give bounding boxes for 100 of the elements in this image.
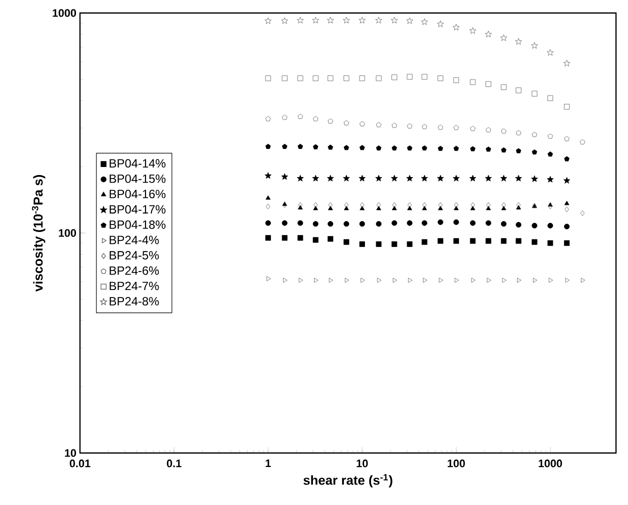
point (265, 116, 271, 122)
point (532, 132, 538, 137)
point (470, 146, 476, 152)
point (486, 146, 492, 152)
point (516, 238, 522, 244)
y-tick-label: 100 (58, 229, 76, 237)
point (392, 241, 398, 247)
point (453, 238, 459, 244)
point (298, 144, 303, 149)
point (359, 241, 365, 247)
point (453, 77, 459, 83)
point (314, 278, 318, 283)
point (471, 278, 476, 283)
point (422, 145, 428, 150)
point (533, 278, 538, 283)
point (515, 38, 522, 45)
point (454, 146, 459, 151)
point (532, 149, 538, 154)
point (500, 84, 507, 90)
x-tick-label: 100 (448, 460, 465, 468)
legend-label: BP04-14% (110, 159, 166, 168)
point (500, 34, 508, 41)
legend-label: BP04-18% (110, 220, 166, 229)
point (470, 202, 475, 208)
point (564, 240, 570, 246)
point (486, 238, 492, 244)
point (376, 145, 382, 150)
point (265, 220, 271, 226)
point (376, 75, 382, 82)
point (470, 126, 476, 131)
point (298, 75, 304, 82)
point (266, 204, 270, 210)
point (312, 221, 318, 227)
y-axis-title: viscosity (10$^{-3}$Pa s) (32, 175, 46, 292)
point (500, 174, 508, 182)
point (548, 151, 553, 157)
x-tick-label: 1000 (538, 460, 562, 468)
point (486, 220, 492, 226)
point (564, 156, 570, 162)
point (298, 114, 303, 119)
point (312, 237, 318, 243)
point (283, 278, 288, 283)
point (359, 75, 365, 82)
point (298, 235, 304, 241)
point (516, 148, 522, 154)
x-tick-label: 1 (266, 460, 271, 468)
point (390, 174, 398, 182)
point (564, 104, 570, 110)
point (328, 236, 334, 242)
point (392, 145, 398, 150)
point (452, 174, 460, 182)
point (312, 144, 318, 150)
point (344, 120, 350, 126)
point (282, 75, 288, 82)
point (548, 134, 553, 139)
point (470, 79, 476, 85)
point (327, 16, 334, 24)
point (282, 114, 288, 120)
point (327, 174, 334, 182)
point (343, 16, 350, 24)
point (516, 130, 522, 136)
point (265, 75, 271, 82)
point (532, 222, 538, 228)
point (516, 88, 522, 94)
point (580, 210, 585, 216)
x-tick-label: 0.1 (166, 460, 182, 468)
point (532, 239, 538, 245)
y-tick-label: 10 (64, 449, 76, 457)
point (580, 139, 586, 144)
point (328, 206, 333, 210)
point (546, 49, 554, 56)
point (515, 174, 522, 182)
point (516, 202, 521, 208)
point (546, 176, 554, 182)
point (531, 175, 538, 182)
point (390, 16, 398, 24)
point (438, 75, 444, 82)
point (406, 241, 412, 247)
point (377, 278, 382, 283)
point (469, 27, 476, 34)
y-tick-label: 1000 (52, 9, 76, 17)
point (312, 16, 320, 24)
point (359, 121, 365, 126)
point (375, 16, 382, 24)
point (282, 144, 288, 149)
point (359, 144, 365, 150)
point (486, 81, 492, 87)
point (422, 220, 428, 226)
point (438, 278, 444, 283)
point (407, 123, 412, 128)
point (532, 90, 538, 96)
point (531, 42, 538, 49)
point (376, 122, 382, 128)
point (564, 200, 570, 206)
point (406, 17, 414, 24)
point (328, 75, 334, 82)
point (501, 147, 506, 152)
point (548, 204, 552, 210)
point (485, 174, 492, 182)
point (547, 222, 554, 228)
